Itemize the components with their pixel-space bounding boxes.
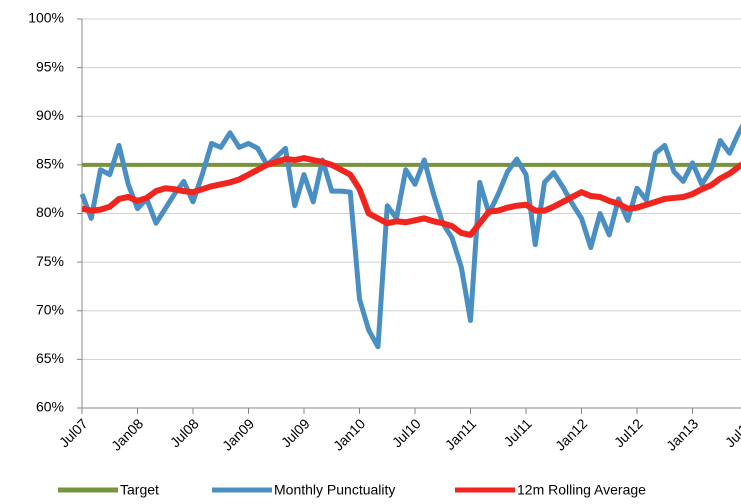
x-tick-label: Jul09 xyxy=(278,415,313,450)
legend-label: Monthly Punctuality xyxy=(274,482,395,498)
legend-label: 12m Rolling Average xyxy=(517,482,646,498)
x-tick-label: Jul11 xyxy=(500,415,534,449)
x-tick-label: Jul08 xyxy=(167,415,202,450)
x-tick-label: Jul10 xyxy=(389,415,424,450)
x-tick-label: Jan10 xyxy=(330,415,368,453)
legend-label: Target xyxy=(120,482,159,498)
x-tick-label: Jan11 xyxy=(442,415,480,453)
y-tick-label: 60% xyxy=(36,399,64,415)
y-tick-label: 70% xyxy=(36,301,64,317)
x-tick-label: Jul07 xyxy=(56,415,91,450)
y-tick-label: 75% xyxy=(36,253,64,269)
y-tick-label: 95% xyxy=(36,58,64,74)
y-tick-label: 100% xyxy=(28,10,64,26)
series-line xyxy=(81,155,741,238)
y-tick-label: 65% xyxy=(36,350,64,366)
y-tick-label: 90% xyxy=(36,107,64,123)
x-tick-label: Jan12 xyxy=(552,415,590,453)
y-tick-label: 85% xyxy=(36,156,64,172)
x-tick-label: Jan13 xyxy=(663,415,701,453)
x-tick-label: Jul12 xyxy=(611,415,646,450)
y-tick-label: 80% xyxy=(36,204,64,220)
series-line xyxy=(79,123,741,350)
x-tick-label: Jan08 xyxy=(108,415,146,453)
x-tick-label: Jan09 xyxy=(219,415,257,453)
x-tick-label: Jul13 xyxy=(722,415,741,450)
